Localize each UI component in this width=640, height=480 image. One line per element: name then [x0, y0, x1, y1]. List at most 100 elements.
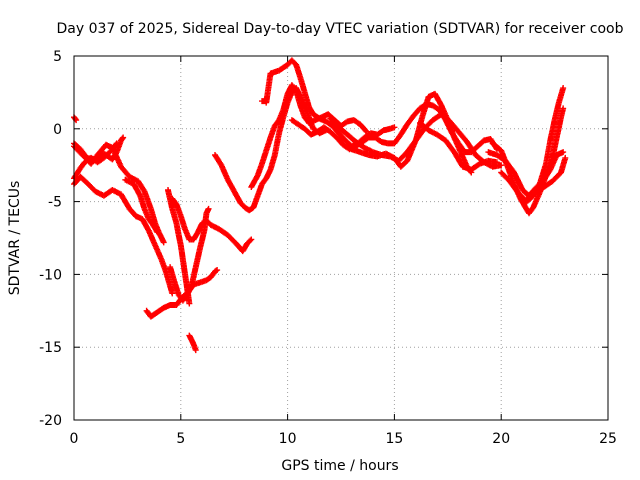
- data-point: [562, 154, 569, 161]
- series-track-j: [169, 195, 255, 255]
- data-point: [139, 216, 151, 233]
- plot-frame: [73, 55, 609, 421]
- data-point: [271, 68, 281, 75]
- data-point: [271, 131, 282, 158]
- data-point: [83, 179, 98, 194]
- data-point: [141, 188, 154, 211]
- data-point: [203, 217, 213, 227]
- data-point: [244, 237, 254, 247]
- data-point: [152, 242, 164, 262]
- y-tick-label: -10: [39, 267, 62, 283]
- data-point: [504, 163, 517, 186]
- series-track-e: [71, 140, 120, 182]
- data-point: [410, 106, 423, 119]
- y-tick-label: -5: [48, 195, 62, 211]
- data-point: [126, 205, 138, 219]
- data-point: [248, 236, 255, 243]
- data-point: [169, 290, 176, 297]
- series-track-k: [186, 332, 199, 354]
- data-point: [338, 119, 350, 129]
- data-point: [329, 122, 341, 136]
- data-point: [320, 124, 332, 134]
- data-point: [167, 264, 177, 284]
- data-point: [474, 138, 486, 150]
- data-point: [387, 124, 396, 132]
- data-point: [194, 279, 204, 287]
- data-point: [271, 118, 282, 129]
- data-point: [532, 184, 546, 196]
- x-tick-label: 0: [70, 431, 79, 447]
- data-point: [359, 135, 371, 145]
- data-point: [560, 149, 567, 156]
- data-point: [154, 229, 161, 236]
- series-track-w: [417, 120, 500, 173]
- data-point: [374, 128, 386, 138]
- data-point: [451, 149, 465, 169]
- series-track-c: [71, 141, 167, 246]
- data-point: [109, 141, 119, 153]
- data-point: [288, 82, 299, 93]
- data-point: [493, 159, 500, 166]
- x-tick-label: 25: [599, 431, 617, 447]
- data-point: [118, 163, 132, 179]
- data-point: [560, 85, 567, 92]
- tick-labels: 0 5 10 15 20 25 5 0 -5 -10 -15 -20: [39, 49, 617, 447]
- data-point: [350, 117, 362, 127]
- data-point: [150, 221, 160, 234]
- data-point: [288, 117, 300, 127]
- data-point: [214, 267, 221, 274]
- data-point: [404, 113, 416, 128]
- data-point: [425, 127, 439, 137]
- data-point: [207, 269, 218, 281]
- data-point: [179, 292, 190, 304]
- data-point: [327, 128, 339, 140]
- data-point: [100, 147, 115, 161]
- data-point: [122, 176, 136, 187]
- data-point: [543, 139, 553, 167]
- data-point: [357, 121, 369, 134]
- data-point: [455, 128, 470, 144]
- data-point: [417, 120, 431, 133]
- data-point: [344, 131, 358, 144]
- data-point: [506, 178, 521, 195]
- data-point: [192, 347, 199, 354]
- data-markers: [71, 57, 569, 354]
- data-point: [444, 117, 457, 140]
- data-point: [263, 98, 270, 105]
- data-point: [419, 95, 432, 121]
- data-point: [224, 232, 239, 246]
- data-point: [218, 162, 231, 182]
- data-point: [207, 221, 221, 232]
- x-tick-label: 20: [492, 431, 510, 447]
- data-point: [536, 162, 549, 188]
- data-point: [186, 300, 193, 307]
- data-point: [276, 65, 286, 74]
- y-tick-label: -20: [39, 413, 62, 429]
- data-point: [391, 124, 398, 131]
- data-point: [549, 170, 563, 185]
- y-tick-label: 0: [53, 122, 62, 138]
- data-point: [237, 200, 247, 210]
- y-tick-label: -15: [39, 340, 62, 356]
- data-point: [310, 111, 322, 121]
- data-point: [280, 62, 290, 71]
- data-point: [147, 205, 158, 225]
- data-point: [498, 162, 505, 169]
- chart-title: Day 037 of 2025, Sidereal Day-to-day VTE…: [57, 21, 624, 37]
- data-point: [457, 149, 470, 169]
- data-point: [333, 134, 346, 147]
- data-point: [327, 115, 341, 130]
- data-point: [511, 169, 525, 192]
- data-point: [231, 188, 243, 205]
- data-point: [118, 135, 126, 144]
- data-point: [216, 226, 230, 238]
- data-point: [323, 118, 335, 128]
- data-point: [464, 138, 478, 157]
- data-point: [135, 178, 147, 194]
- data-point: [498, 169, 512, 184]
- data-point: [169, 205, 180, 225]
- data-point: [77, 173, 89, 185]
- data-point: [438, 102, 451, 122]
- data-point: [267, 153, 278, 173]
